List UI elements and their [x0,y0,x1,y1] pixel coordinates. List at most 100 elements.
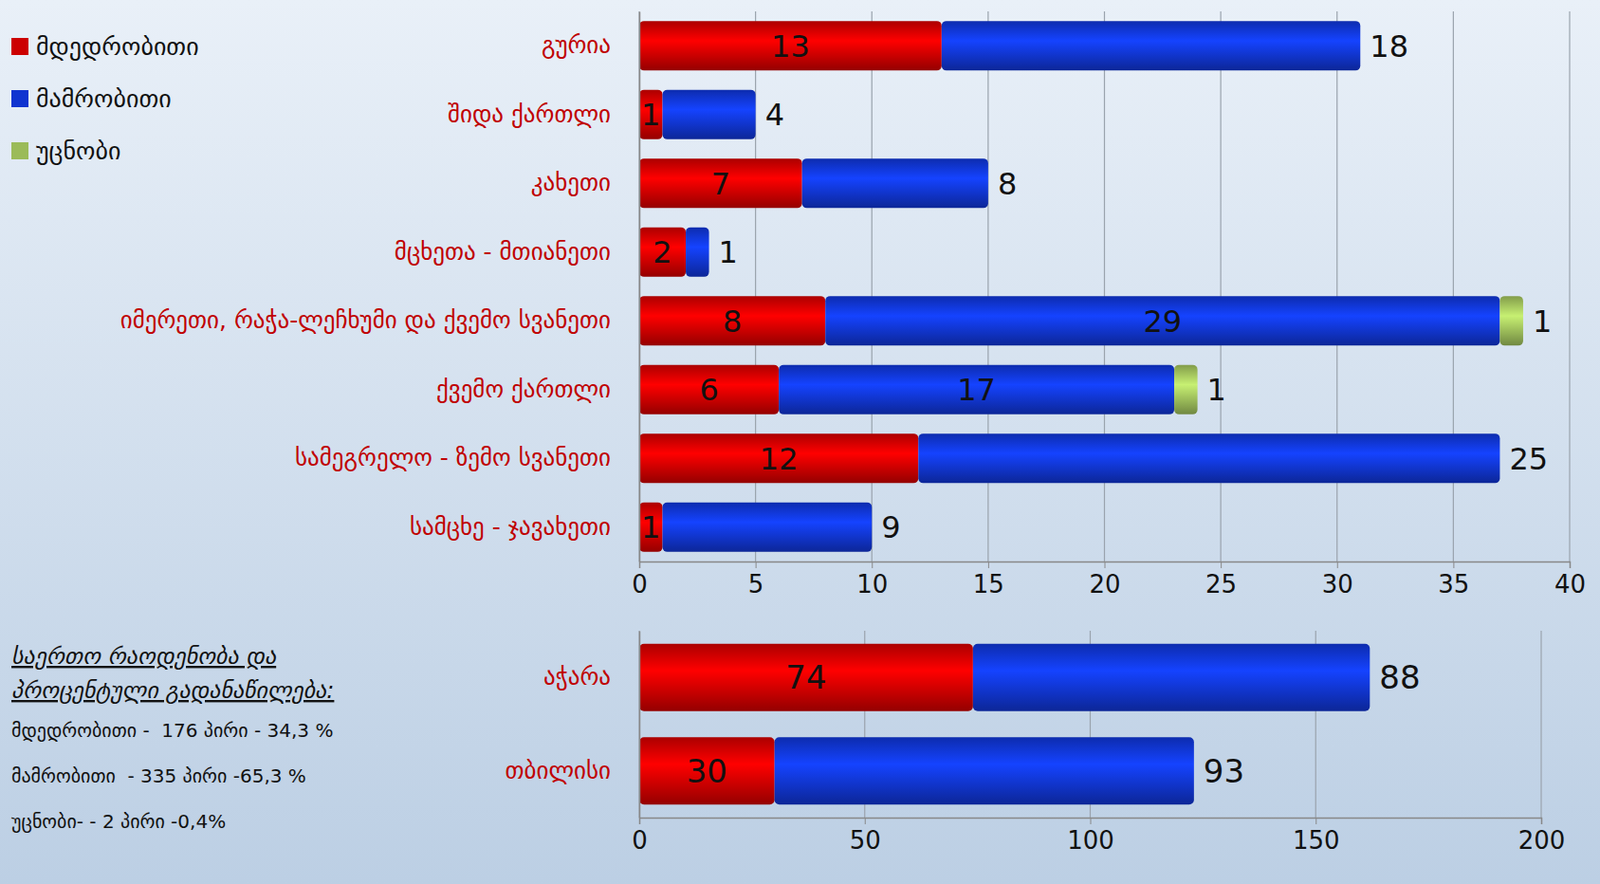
tick: ქვემო ქართლი [436,375,640,404]
category-label: იმერეთი, რაჭა-ლეჩხუმი და ქვემო სვანეთი [120,306,611,334]
tick-mark [1569,561,1571,569]
data-label: 1 [641,509,661,546]
grid-line [638,630,640,818]
bar-segment [639,502,663,552]
data-label: 18 [1369,28,1409,65]
bar-segment [639,227,686,277]
bar-segment [639,736,775,805]
tick-label: 40 [1554,570,1586,599]
bar-segment [639,643,974,712]
tick: 100 [1066,817,1115,855]
data-label: 2 [652,234,672,271]
data-label: 8 [722,303,742,340]
category-label: შიდა ქართლი [447,100,611,129]
summary-line: მდედრობითი - 176 პირი - 34,3 % [11,718,333,742]
bar-segment [639,433,919,483]
tick: შიდა ქართლი [447,100,640,129]
tick-label: 50 [849,826,882,855]
tick: 150 [1292,817,1341,855]
category-label: სამცხე - ჯავახეთი [409,513,611,541]
tick: 10 [856,561,888,599]
tick-mark [639,817,641,825]
bars [639,643,1370,805]
bar-segment [639,295,826,346]
grid-line [638,11,640,562]
tick-label: 5 [748,570,765,599]
tick: სამეგრელო - ზემო სვანეთი [294,443,640,472]
data-label: 1 [641,96,661,133]
bar-segment [774,736,1195,805]
tick-mark [1452,561,1454,569]
data-label: 88 [1379,658,1420,697]
data-label: 1 [1207,371,1227,408]
axis-line [640,562,1571,570]
axis-line [639,12,642,563]
tick-label: 0 [631,826,648,855]
tick-mark [988,561,990,569]
bar-segment [918,433,1500,483]
bars [639,20,1524,552]
tick-mark [864,817,866,825]
bar-segment [941,20,1361,71]
tick-mark [639,561,641,569]
bar-segment [662,502,873,552]
data-label: 9 [881,509,901,546]
tick: აჭარა [543,662,640,691]
summary-title: საერთო რაოდენობა დაპროცენტული გადანაწილე… [11,643,334,704]
tick-mark [871,561,873,569]
bar-segment [662,90,756,140]
category-label: მცხეთა - მთიანეთი [394,238,611,266]
tick: 50 [849,817,882,855]
data-label: 17 [956,371,996,408]
grid [639,11,1570,562]
tick: სამცხე - ჯავახეთი [409,513,640,541]
tick-label: 0 [631,570,648,599]
tick: იმერეთი, რაჭა-ლეჩხუმი და ქვემო სვანეთი [120,306,640,334]
data-label: 74 [785,658,827,697]
data-label: 30 [686,752,728,791]
bar-segment [1499,295,1524,346]
x-axis: 0 50 100 150 200 [631,817,1565,855]
bar-segment [1174,365,1198,415]
tick-label: 20 [1088,570,1121,599]
tick: 200 [1518,817,1566,855]
summary-line: მამრობითი - 335 პირი -65,3 % [11,764,307,788]
legend-label: უცნობი [36,136,121,166]
data-labels: 74883093 [686,658,1421,791]
tick: 5 [748,561,765,599]
category-label: გურია [541,31,611,59]
bar-segment [639,365,779,415]
bar-segment [973,643,1370,712]
tick-mark [1104,561,1106,569]
tick-label: 30 [1322,570,1354,599]
tick: კახეთი [531,168,640,197]
legend-swatch [11,142,29,160]
data-label: 29 [1142,303,1182,340]
chart-canvas: 1318147821829161711225190510152025303540… [0,0,1600,884]
y-axis: გურია შიდა ქართლი კახეთი მცხეთა - მთიანეთი ი… [120,12,641,563]
tick-mark [755,561,757,569]
data-label: 6 [698,371,718,408]
bar-segment [778,365,1175,415]
bar-segment [639,90,663,140]
data-label: 7 [711,165,731,203]
bar-segment [802,158,989,208]
tick: თბილისი [505,756,640,785]
category-label: თბილისი [505,756,611,785]
chart-1: 74883093050100150200აჭარათბილისი [505,630,1566,855]
tick-label: 100 [1066,826,1115,855]
grid-line [1568,11,1570,562]
background [0,0,1600,884]
category-label: ქვემო ქართლი [436,375,611,404]
data-label: 1 [718,234,738,271]
category-label: აჭარა [543,662,611,691]
y-axis: აჭარა თბილისი [505,631,641,819]
tick: 15 [973,561,1005,599]
tick: 30 [1322,561,1354,599]
bar-segment [685,227,710,277]
tick-label: 200 [1518,826,1566,855]
tick-label: 35 [1437,570,1470,599]
data-label: 8 [997,165,1017,203]
tick-mark [1090,817,1092,825]
data-labels: 131814782182916171122519 [641,28,1552,547]
